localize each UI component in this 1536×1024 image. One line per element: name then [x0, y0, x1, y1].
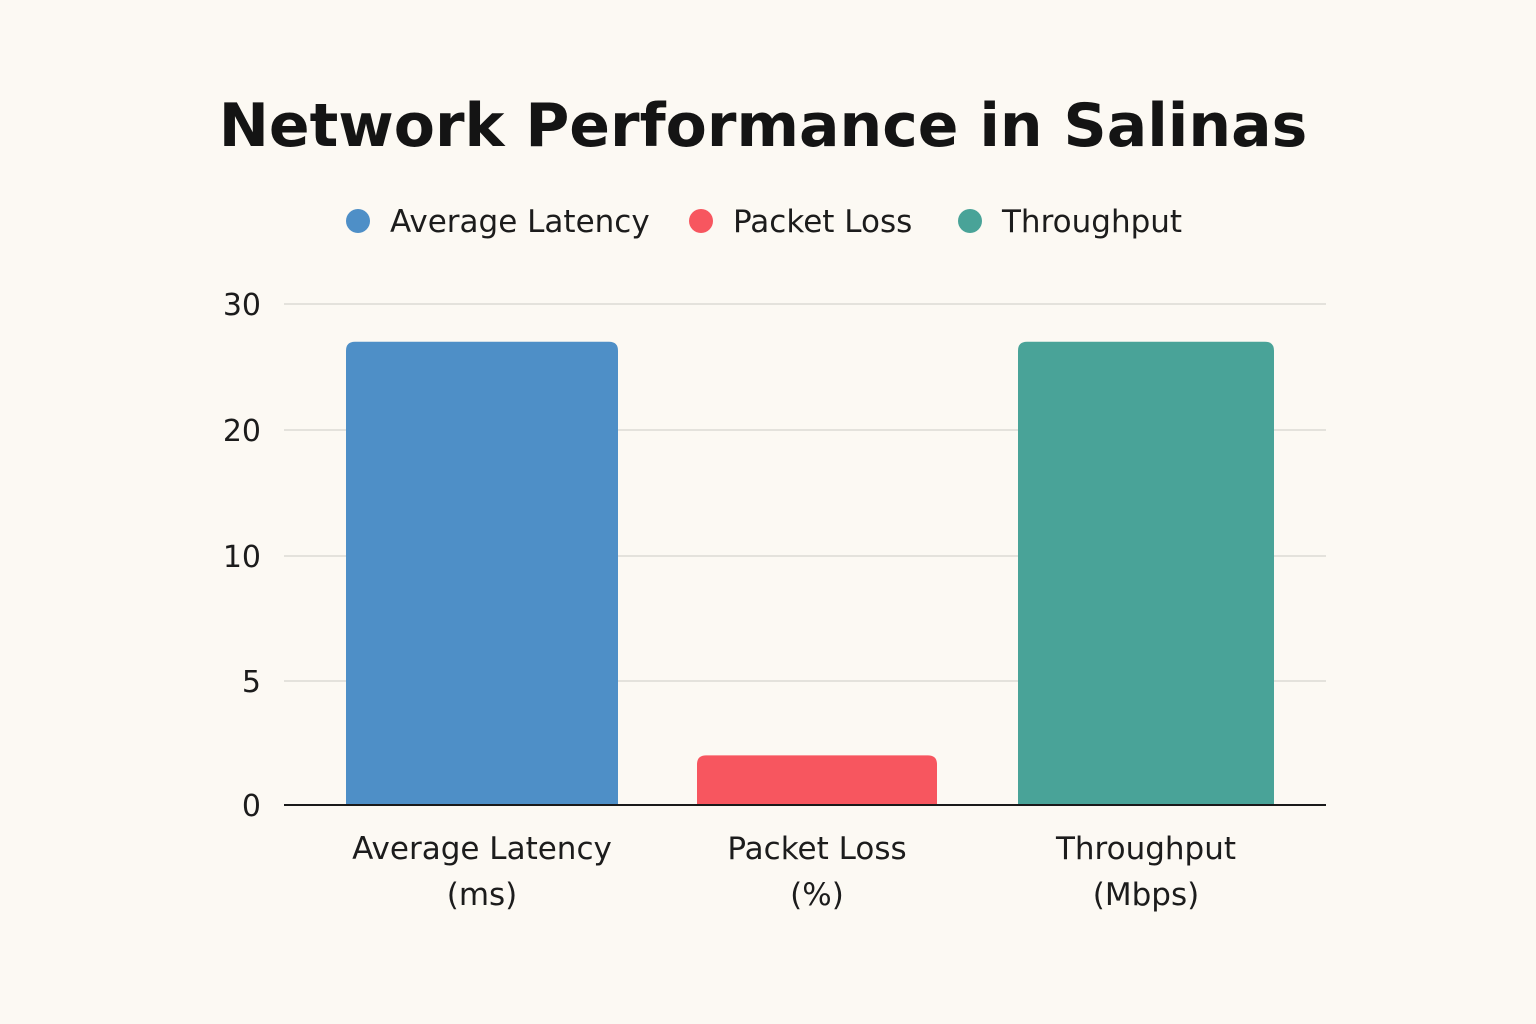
y-tick-label: 5 — [242, 665, 261, 700]
legend-label: Throughput — [1001, 204, 1182, 240]
x-axis: Average Latency (ms) Packet Loss (%) Through… — [352, 831, 1236, 913]
bar — [346, 341, 618, 805]
x-tick-label: Packet Loss (%) — [727, 831, 906, 913]
bars — [346, 341, 1274, 805]
legend-label: Average Latency — [390, 204, 650, 240]
y-tick-label: 30 — [223, 288, 261, 323]
legend-marker — [346, 209, 370, 233]
y-tick-label: 20 — [223, 414, 261, 449]
bar — [697, 755, 937, 805]
legend-label: Packet Loss — [733, 204, 912, 240]
y-tick-label: 0 — [242, 789, 261, 824]
legend-marker — [689, 209, 713, 233]
bar — [1018, 341, 1274, 805]
chart-title: Network Performance in Salinas — [219, 91, 1308, 161]
x-tick-label: Throughput (Mbps) — [1055, 831, 1236, 913]
y-axis: 0 5 10 20 30 — [223, 288, 261, 824]
y-tick-label: 10 — [223, 540, 261, 575]
legend-marker — [958, 209, 982, 233]
x-tick-label: Average Latency (ms) — [352, 831, 612, 913]
legend: Average Latency Packet Loss Throughput — [346, 204, 1182, 240]
